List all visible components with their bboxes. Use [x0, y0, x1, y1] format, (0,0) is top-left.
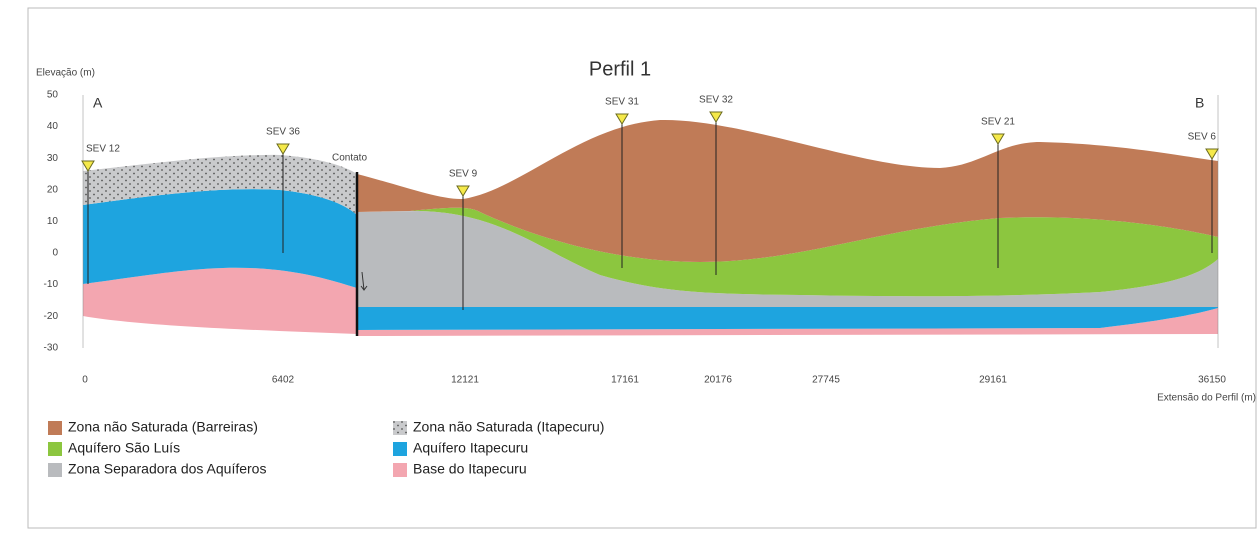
legend-swatch [393, 463, 407, 477]
x-tick-label: 12121 [451, 375, 479, 386]
separating-zone [357, 211, 1218, 307]
y-tick-label: -20 [44, 311, 59, 322]
legend-label: Aquífero Itapecuru [413, 440, 528, 456]
sev-label: SEV 36 [266, 127, 300, 138]
aquifer-sao-luis [410, 207, 1218, 297]
x-tick-label: 17161 [611, 375, 639, 386]
sev-label: SEV 31 [605, 97, 639, 108]
sev-label: SEV 9 [449, 169, 478, 180]
y-axis-label: Elevação (m) [36, 68, 95, 79]
legend-swatch [393, 442, 407, 456]
legend-swatch [48, 421, 62, 435]
legend-swatch [393, 421, 407, 435]
point-label: B [1195, 95, 1204, 111]
legend-label: Aquífero São Luís [68, 440, 180, 456]
frame [27, 7, 1257, 529]
sev-label: SEV 12 [86, 144, 120, 155]
base-itapecuru [83, 267, 357, 334]
base-itapecuru [357, 308, 1218, 336]
x-axis-label: Extensão do Perfil (m) [1157, 393, 1256, 404]
sev-label: SEV 21 [981, 117, 1015, 128]
legend-label: Zona não Saturada (Itapecuru) [413, 419, 604, 435]
sev-marker [276, 143, 290, 155]
x-tick-label: 27745 [812, 375, 840, 386]
sev-marker [991, 133, 1005, 145]
sev-marker [1205, 148, 1219, 160]
y-tick-label: 20 [47, 184, 59, 195]
aquifer-itapecuru [357, 307, 1218, 330]
legend-swatch [48, 463, 62, 477]
sev-marker [456, 185, 470, 197]
legend-swatch [48, 442, 62, 456]
x-tick-label: 36150 [1198, 375, 1226, 386]
legend-label: Base do Itapecuru [413, 461, 527, 477]
contact-arrow [360, 271, 368, 291]
y-tick-label: 0 [52, 248, 58, 259]
y-tick-label: -30 [44, 342, 59, 353]
legend-label: Zona Separadora dos Aquíferos [68, 461, 266, 477]
y-tick-label: -10 [44, 279, 59, 290]
y-tick-label: 40 [47, 121, 59, 132]
sev-marker [615, 113, 629, 125]
title: Perfil 1 [589, 58, 651, 80]
aquifer-itapecuru [83, 189, 357, 288]
x-tick-label: 29161 [979, 375, 1007, 386]
sev-marker [709, 111, 723, 123]
sev-marker [81, 160, 95, 172]
sev-label: SEV 6 [1188, 132, 1217, 143]
unsaturated-itapecuru [83, 154, 357, 215]
contact-label: Contato [332, 153, 367, 164]
x-tick-label: 0 [82, 375, 88, 386]
y-tick-label: 30 [47, 153, 59, 164]
unsaturated-barreiras [357, 119, 1218, 262]
x-tick-label: 6402 [272, 375, 295, 386]
point-label: A [93, 95, 103, 111]
x-tick-label: 20176 [704, 375, 732, 386]
y-tick-label: 50 [47, 90, 59, 101]
legend-label: Zona não Saturada (Barreiras) [68, 419, 258, 435]
sev-label: SEV 32 [699, 95, 733, 106]
y-tick-label: 10 [47, 216, 59, 227]
